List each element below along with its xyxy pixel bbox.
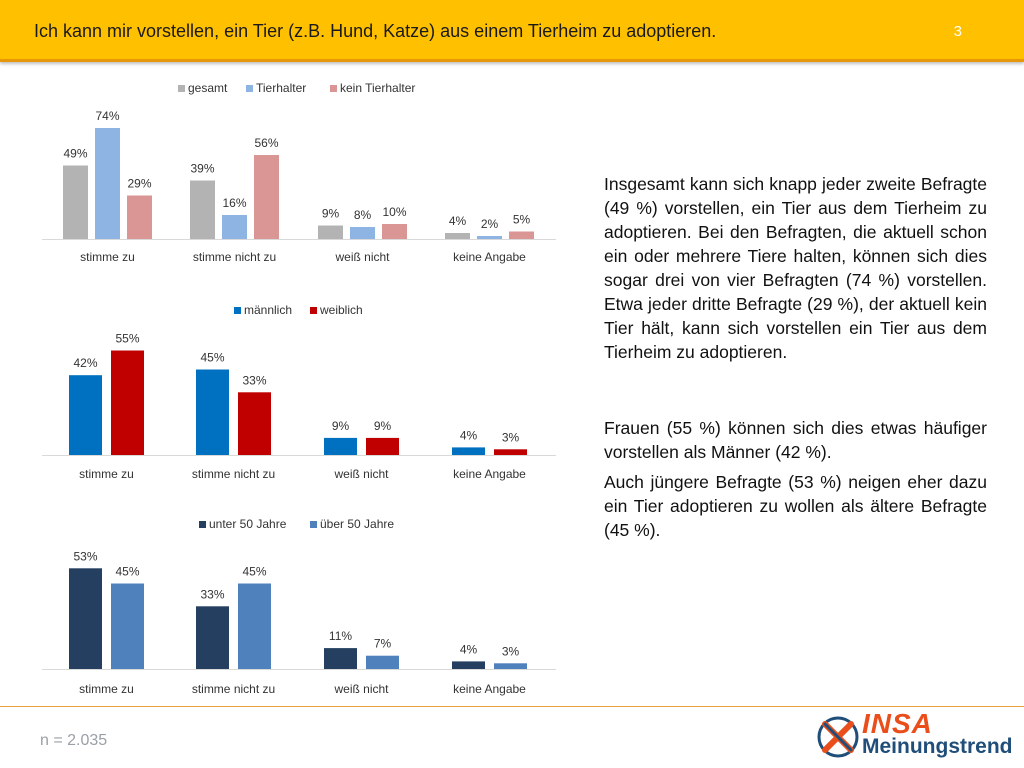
chart1-data-label-4-2: 2% [481,217,499,231]
summary-text: Insgesamt kann sich knapp jeder zweite B… [604,172,987,542]
chart2-bar-2-1 [196,369,229,455]
chart1-data-label-2-1: 39% [190,162,214,176]
chart1-category-label-1: stimme zu [80,250,135,264]
chart1-category-label-3: weiß nicht [334,250,390,264]
chart3-data-label-4-1: 4% [460,642,478,656]
page-number: 3 [953,23,962,40]
insa-logo: INSA Meinungstrend [816,708,1016,762]
logo-mark-icon [817,716,859,758]
chart2-bar-3-1 [324,437,357,455]
chart3-data-label-2-1: 33% [200,587,224,601]
logo-brand: INSA [862,708,933,739]
chart3-category-label-1: stimme zu [79,682,134,696]
chart2-category-label-3: weiß nicht [333,467,389,481]
chart1-category-label-2: stimme nicht zu [193,250,276,264]
chart3-bar-4-1 [452,661,485,669]
chart1-data-label-4-1: 4% [449,214,467,228]
sample-size: n = 2.035 [40,732,108,749]
chart2-data-label-1-1: 42% [73,356,97,370]
chart2-data-label-2-2: 33% [242,373,266,387]
chart1-bar-4-1 [445,233,470,239]
chart1-data-label-1-1: 49% [63,147,87,161]
chart1-data-label-3-2: 8% [354,208,372,222]
chart1-legend-swatch-3 [330,85,337,92]
chart1-data-label-2-2: 16% [222,196,246,210]
chart1-legend-label-3: kein Tierhalter [340,81,415,95]
chart1-legend-swatch-1 [178,85,185,92]
chart3-bar-1-2 [111,583,144,669]
chart3-bar-2-1 [196,606,229,669]
chart1-bar-1-1 [63,165,88,239]
chart1-bar-2-2 [222,215,247,239]
chart2-legend-label-2: weiblich [319,303,363,317]
header-bar: Ich kann mir vorstellen, ein Tier (z.B. … [0,0,1024,62]
chart2-data-label-1-2: 55% [115,332,139,346]
chart2-category-label-1: stimme zu [79,467,134,481]
chart2-category-label-2: stimme nicht zu [192,467,275,481]
slide-title: Ich kann mir vorstellen, ein Tier (z.B. … [34,21,717,41]
chart3-data-label-3-1: 11% [329,629,352,643]
chart2-data-label-2-1: 45% [200,351,224,365]
chart1-data-label-2-3: 56% [254,136,278,150]
chart1-bar-3-1 [318,225,343,239]
chart1-bar-3-3 [382,224,407,239]
chart3-legend-label-1: unter 50 Jahre [209,517,287,531]
chart1-legend-swatch-2 [246,85,253,92]
chart3-data-label-4-2: 3% [502,644,520,658]
chart1-legend-label-1: gesamt [188,81,228,95]
chart3-category-label-4: keine Angabe [453,682,526,696]
chart1-data-label-4-3: 5% [513,213,531,227]
chart2-bar-4-2 [494,449,527,455]
chart3-data-label-1-1: 53% [73,549,97,563]
chart1-bar-2-1 [190,180,215,239]
summary-paragraph-age: Auch jüngere Befragte (53 %) neigen eher… [604,472,987,540]
chart1-bar-2-3 [254,155,279,239]
chart1-data-label-1-2: 74% [95,109,119,123]
chart3-bar-4-2 [494,663,527,669]
chart2-bar-3-2 [366,437,399,455]
chart2-bar-1-1 [69,375,102,455]
chart1-bar-1-3 [127,195,152,239]
chart1-data-label-3-1: 9% [322,207,340,221]
chart3-bar-2-2 [238,583,271,669]
chart2-legend-swatch-1 [234,307,241,314]
chart3-bar-3-2 [366,655,399,669]
chart2-bar-4-1 [452,447,485,455]
chart2-bar-1-2 [111,350,144,455]
logo-subtitle: Meinungstrend [862,735,1013,758]
chart1-data-label-3-3: 10% [382,205,406,219]
chart3-data-label-2-2: 45% [242,565,266,579]
chart2-data-label-4-2: 3% [502,430,520,444]
chart2-data-label-4-1: 4% [460,428,478,442]
chart3-legend-swatch-1 [199,521,206,528]
chart3-data-label-3-2: 7% [374,637,392,651]
chart2-data-label-3-2: 9% [374,419,392,433]
charts-area: gesamt Tierhalter kein Tierhalter 49% 74% 29%… [42,81,556,696]
footer-divider [0,706,1024,707]
chart3-data-label-1-2: 45% [115,565,139,579]
chart2-bar-2-2 [238,392,271,455]
chart3-legend-swatch-2 [310,521,317,528]
chart3-legend-label-2: über 50 Jahre [320,517,394,531]
chart1-bar-4-3 [509,231,534,239]
summary-paragraph-total: Insgesamt kann sich knapp jeder zweite B… [604,174,987,362]
chart2-legend-swatch-2 [310,307,317,314]
chart1-data-label-1-3: 29% [127,177,151,191]
chart1-bar-3-2 [350,227,375,239]
chart1-bar-1-2 [95,128,120,239]
chart2-data-label-3-1: 9% [332,419,350,433]
chart3-bar-3-1 [324,648,357,669]
chart2-legend-label-1: männlich [244,303,292,317]
chart3-bar-1-1 [69,568,102,669]
chart1-bar-4-2 [477,236,502,239]
summary-paragraph-gender: Frauen (55 %) können sich dies etwas häu… [604,418,987,462]
chart1-category-label-4: keine Angabe [453,250,526,264]
chart3-category-label-2: stimme nicht zu [192,682,275,696]
chart2-category-label-4: keine Angabe [453,467,526,481]
chart1-legend-label-2: Tierhalter [256,81,306,95]
chart3-category-label-3: weiß nicht [333,682,389,696]
